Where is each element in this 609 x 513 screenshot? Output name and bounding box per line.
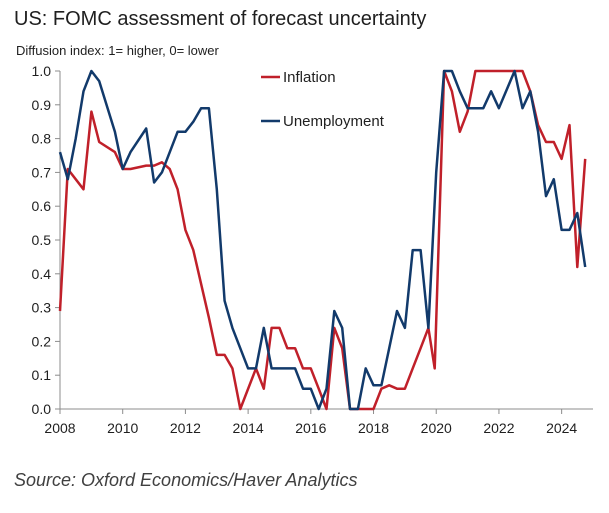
y-tick-label: 0.5 xyxy=(32,232,52,248)
x-tick-label: 2018 xyxy=(358,420,389,436)
x-tick-label: 2012 xyxy=(170,420,201,436)
legend-label-inflation: Inflation xyxy=(283,69,336,86)
x-tick-label: 2008 xyxy=(44,420,75,436)
x-tick-label: 2010 xyxy=(107,420,138,436)
y-tick-label: 0.8 xyxy=(32,131,52,147)
y-tick-label: 0.0 xyxy=(32,401,52,417)
x-tick-label: 2022 xyxy=(483,420,514,436)
y-tick-label: 0.7 xyxy=(32,164,52,180)
y-tick-label: 0.9 xyxy=(32,97,52,113)
y-tick-label: 0.2 xyxy=(32,333,52,349)
y-tick-label: 0.3 xyxy=(32,300,52,316)
legend-label-unemployment: Unemployment xyxy=(283,113,385,130)
series-layer xyxy=(58,69,587,411)
chart-subtitle: Diffusion index: 1= higher, 0= lower xyxy=(16,43,219,58)
legend: Inflation Unemployment xyxy=(261,69,385,130)
x-tick-label: 2024 xyxy=(546,420,577,436)
y-tick-label: 0.4 xyxy=(32,266,52,282)
x-tick-label: 2016 xyxy=(295,420,326,436)
series-line-unemployment xyxy=(58,69,587,411)
x-tick-label: 2020 xyxy=(421,420,452,436)
source-note: Source: Oxford Economics/Haver Analytics xyxy=(14,470,358,490)
y-tick-label: 0.1 xyxy=(32,367,52,383)
axes: 0.0 0.1 0.2 0.3 0.4 0.5 0.6 0.7 0.8 0.9 1.0 2008 201… xyxy=(32,63,593,436)
chart-title: US: FOMC assessment of forecast uncertai… xyxy=(14,8,427,30)
y-tick-label: 1.0 xyxy=(32,63,52,79)
series-line-inflation xyxy=(58,69,587,411)
x-tick-label: 2014 xyxy=(233,420,264,436)
y-tick-label: 0.6 xyxy=(32,198,52,214)
